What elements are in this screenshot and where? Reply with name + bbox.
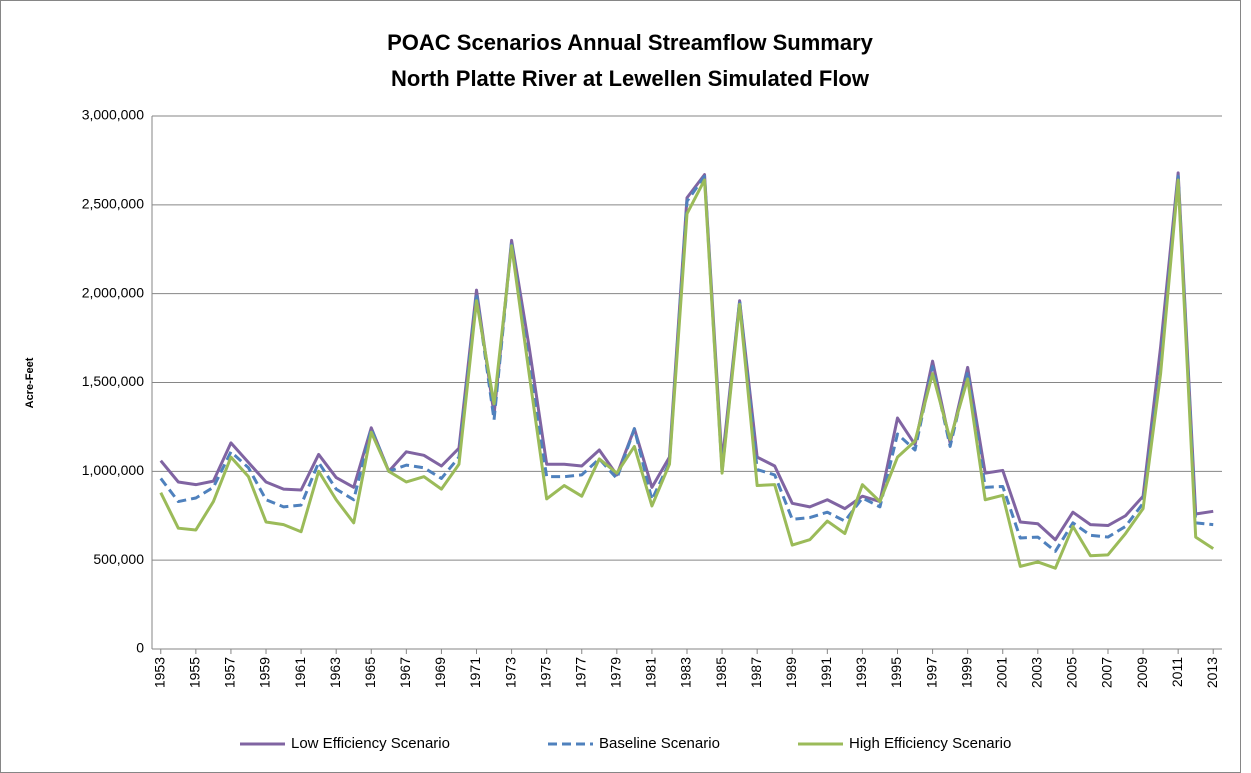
x-tick-label: 2007	[1099, 657, 1115, 688]
legend-label: Low Efficiency Scenario	[291, 735, 450, 752]
chart-title: POAC Scenarios Annual Streamflow Summary	[387, 30, 874, 55]
y-tick-label: 2,500,000	[82, 196, 144, 212]
x-tick-label: 2001	[993, 657, 1009, 688]
y-tick-label: 0	[136, 640, 144, 656]
series-line	[159, 174, 1214, 553]
x-tick-label: 1979	[608, 657, 624, 688]
x-tick-label: 2013	[1204, 657, 1220, 688]
x-tick-label: 2009	[1134, 657, 1150, 688]
legend-label: Baseline Scenario	[599, 735, 720, 752]
x-tick-label: 1981	[643, 657, 659, 688]
chart-subtitle: North Platte River at Lewellen Simulated…	[391, 66, 870, 91]
series-line	[159, 178, 1215, 570]
x-tick-label: 1977	[572, 657, 588, 688]
x-tick-label: 2005	[1064, 657, 1080, 688]
y-tick-label: 500,000	[93, 551, 144, 567]
y-tick-label: 1,000,000	[82, 462, 144, 478]
series-line	[159, 171, 1214, 542]
x-tick-label: 1987	[748, 657, 764, 688]
x-tick-label: 1993	[853, 657, 869, 688]
y-tick-label: 2,000,000	[82, 284, 144, 300]
x-tick-label: 1997	[923, 657, 939, 688]
x-tick-label: 1953	[151, 657, 167, 688]
x-tick-label: 2003	[1029, 657, 1045, 688]
x-tick-label: 1983	[678, 657, 694, 688]
y-axis-label: Acre-Feet	[24, 357, 36, 408]
x-tick-label: 1967	[397, 657, 413, 688]
x-tick-label: 1965	[362, 657, 378, 688]
x-tick-label: 2011	[1169, 657, 1185, 687]
x-tick-label: 1961	[292, 657, 308, 688]
x-tick-label: 1955	[187, 657, 203, 688]
x-tick-label: 1969	[432, 657, 448, 688]
y-tick-label: 3,000,000	[82, 107, 144, 123]
legend-label: High Efficiency Scenario	[849, 735, 1011, 752]
x-tick-label: 1963	[327, 657, 343, 688]
x-tick-label: 1985	[713, 657, 729, 688]
x-tick-label: 1973	[502, 657, 518, 688]
x-tick-label: 1959	[257, 657, 273, 688]
x-tick-label: 1995	[888, 657, 904, 688]
x-tick-label: 1957	[222, 657, 238, 688]
x-tick-label: 1971	[467, 657, 483, 688]
x-tick-label: 1999	[958, 657, 974, 688]
y-tick-label: 1,500,000	[82, 373, 144, 389]
x-tick-label: 1989	[783, 657, 799, 688]
x-tick-label: 1975	[537, 657, 553, 688]
x-tick-label: 1991	[818, 657, 834, 688]
